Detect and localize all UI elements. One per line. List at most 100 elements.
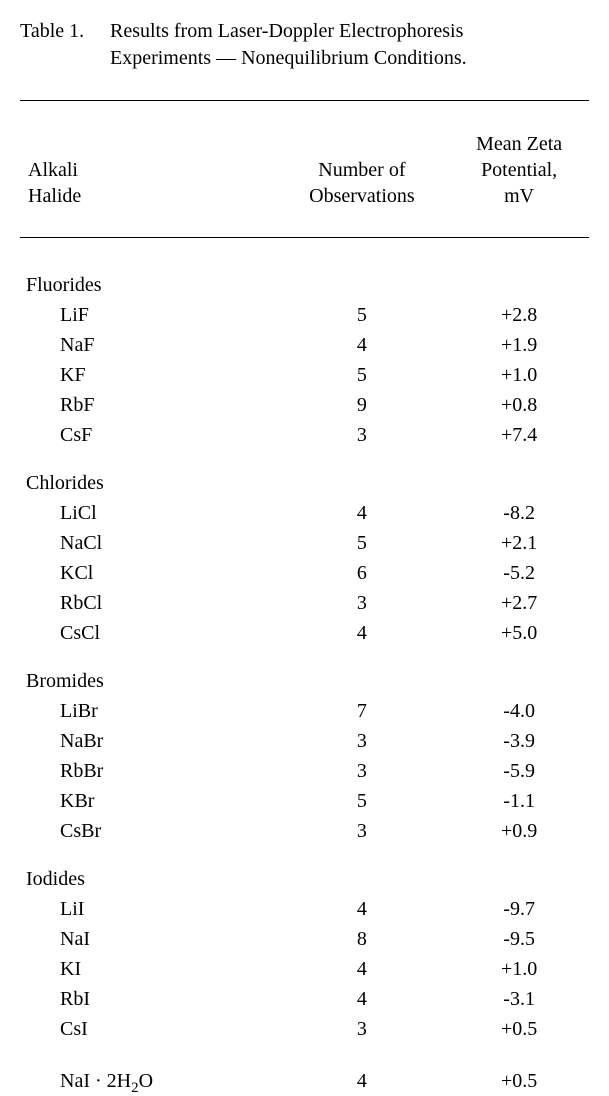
header-potential: Potential, <box>481 159 557 181</box>
cell-compound: RbCl <box>20 588 275 618</box>
table-row: KCl6-5.2 <box>20 558 589 588</box>
cell-observations: 9 <box>275 390 450 420</box>
cell-observations: 5 <box>275 528 450 558</box>
table-row: LiCl4-8.2 <box>20 498 589 528</box>
table-row: NaF4+1.9 <box>20 330 589 360</box>
cell-compound: NaF <box>20 330 275 360</box>
header-number-of: Number of <box>318 159 405 181</box>
cell-compound: KI <box>20 954 275 984</box>
cell-compound: LiCl <box>20 498 275 528</box>
table-row: KF5+1.0 <box>20 360 589 390</box>
cell-zeta-potential: +0.8 <box>449 390 589 420</box>
cell-observations: 3 <box>275 1014 450 1044</box>
cell-zeta-potential: -1.1 <box>449 786 589 816</box>
table-body: FluoridesLiF5+2.8NaF4+1.9KF5+1.0RbF9+0.8… <box>20 238 589 1096</box>
group-title: Iodides <box>20 868 589 891</box>
cell-observations: 5 <box>275 300 450 330</box>
cell-zeta-potential: +2.8 <box>449 300 589 330</box>
cell-compound: RbI <box>20 984 275 1014</box>
table-header: Alkali Halide Number of Observations Mea… <box>20 101 589 237</box>
cell-zeta-potential: -4.0 <box>449 696 589 726</box>
table-row: NaCl5+2.1 <box>20 528 589 558</box>
cell-observations: 3 <box>275 756 450 786</box>
cell-observations: 5 <box>275 786 450 816</box>
cell-compound: NaI <box>20 924 275 954</box>
cell-zeta-potential: +0.5 <box>449 1066 589 1096</box>
cell-compound: RbF <box>20 390 275 420</box>
table-group: FluoridesLiF5+2.8NaF4+1.9KF5+1.0RbF9+0.8… <box>20 274 589 450</box>
table-row: RbI4-3.1 <box>20 984 589 1014</box>
table-row: RbCl3+2.7 <box>20 588 589 618</box>
group-title: Fluorides <box>20 274 589 297</box>
cell-zeta-potential: +5.0 <box>449 618 589 648</box>
header-alkali: Alkali <box>28 159 78 181</box>
table-row: LiF5+2.8 <box>20 300 589 330</box>
cell-compound: CsF <box>20 420 275 450</box>
cell-compound: LiI <box>20 894 275 924</box>
table-group: ChloridesLiCl4-8.2NaCl5+2.1KCl6-5.2RbCl3… <box>20 472 589 648</box>
cell-compound: LiBr <box>20 696 275 726</box>
cell-zeta-potential: +1.0 <box>449 360 589 390</box>
cell-compound: CsBr <box>20 816 275 846</box>
header-col-3: Mean Zeta Potential, mV <box>449 131 589 209</box>
header-mv: mV <box>504 185 534 207</box>
cell-zeta-potential: -3.1 <box>449 984 589 1014</box>
cell-compound: KCl <box>20 558 275 588</box>
cell-observations: 4 <box>275 618 450 648</box>
cell-observations: 4 <box>275 954 450 984</box>
header-observations: Observations <box>309 185 415 207</box>
table-row: CsI3+0.5 <box>20 1014 589 1044</box>
table-row-extra: NaI · 2H2O4+0.5 <box>20 1066 589 1096</box>
table-group: IodidesLiI4-9.7NaI8-9.5KI4+1.0RbI4-3.1Cs… <box>20 868 589 1044</box>
header-col-2: Number of Observations <box>275 157 450 209</box>
header-col-1: Alkali Halide <box>20 157 275 209</box>
header-halide: Halide <box>28 185 81 207</box>
table-row: RbF9+0.8 <box>20 390 589 420</box>
cell-observations: 3 <box>275 726 450 756</box>
cell-compound: LiF <box>20 300 275 330</box>
cell-zeta-potential: -5.2 <box>449 558 589 588</box>
cell-zeta-potential: +2.1 <box>449 528 589 558</box>
cell-zeta-potential: +7.4 <box>449 420 589 450</box>
cell-compound: KBr <box>20 786 275 816</box>
caption-line-1: Results from Laser-Doppler Electrophores… <box>110 18 463 45</box>
cell-zeta-potential: -3.9 <box>449 726 589 756</box>
cell-observations: 4 <box>275 498 450 528</box>
cell-zeta-potential: -8.2 <box>449 498 589 528</box>
cell-observations: 7 <box>275 696 450 726</box>
table-row: KBr5-1.1 <box>20 786 589 816</box>
cell-zeta-potential: +1.9 <box>449 330 589 360</box>
cell-observations: 6 <box>275 558 450 588</box>
cell-zeta-potential: +1.0 <box>449 954 589 984</box>
caption-label: Table 1. <box>20 18 110 45</box>
cell-zeta-potential: -9.7 <box>449 894 589 924</box>
cell-compound: NaI · 2H2O <box>20 1066 275 1096</box>
cell-compound: KF <box>20 360 275 390</box>
table-row: CsBr3+0.9 <box>20 816 589 846</box>
group-title: Bromides <box>20 670 589 693</box>
cell-compound: NaBr <box>20 726 275 756</box>
cell-compound: RbBr <box>20 756 275 786</box>
caption-line-2: Experiments — Nonequilibrium Conditions. <box>110 45 467 72</box>
table-row: KI4+1.0 <box>20 954 589 984</box>
cell-zeta-potential: +2.7 <box>449 588 589 618</box>
cell-observations: 8 <box>275 924 450 954</box>
cell-observations: 3 <box>275 588 450 618</box>
table-row: LiBr7-4.0 <box>20 696 589 726</box>
table-row: RbBr3-5.9 <box>20 756 589 786</box>
table-group: BromidesLiBr7-4.0NaBr3-3.9RbBr3-5.9KBr5-… <box>20 670 589 846</box>
table-row: CsCl4+5.0 <box>20 618 589 648</box>
cell-zeta-potential: +0.5 <box>449 1014 589 1044</box>
cell-compound: CsCl <box>20 618 275 648</box>
header-mean-zeta: Mean Zeta <box>476 133 562 155</box>
cell-zeta-potential: +0.9 <box>449 816 589 846</box>
cell-observations: 4 <box>275 1066 450 1096</box>
table-row: LiI4-9.7 <box>20 894 589 924</box>
cell-observations: 4 <box>275 894 450 924</box>
table-row: NaBr3-3.9 <box>20 726 589 756</box>
cell-compound: CsI <box>20 1014 275 1044</box>
table-caption: Table 1. Results from Laser-Doppler Elec… <box>20 18 589 72</box>
cell-observations: 4 <box>275 984 450 1014</box>
cell-observations: 4 <box>275 330 450 360</box>
table-row: NaI8-9.5 <box>20 924 589 954</box>
